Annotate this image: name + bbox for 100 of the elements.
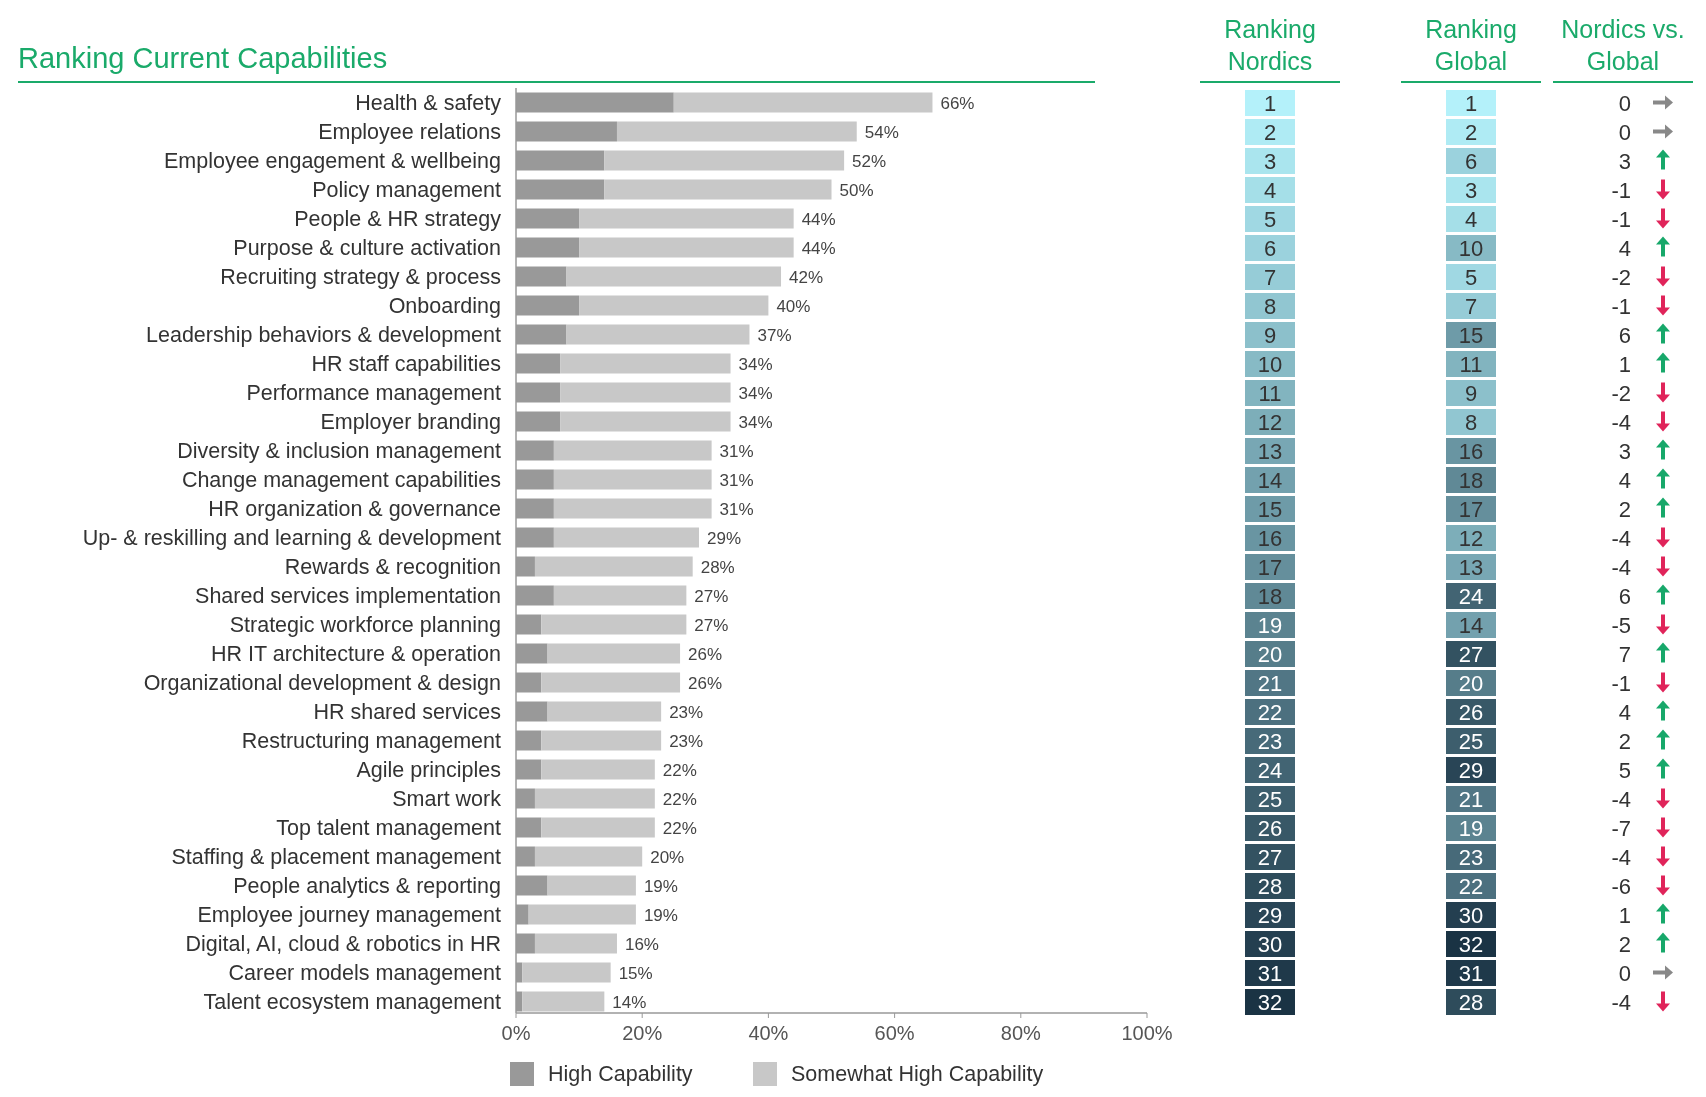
data-label: 30: [1257, 931, 1283, 957]
y-tick-label: Shared services implementation: [195, 583, 501, 608]
y-tick-label: Restructuring management: [241, 728, 502, 753]
text: -2: [1611, 380, 1631, 406]
text: -1: [1611, 177, 1631, 203]
data-label: 25: [1257, 786, 1283, 812]
data-label: 13: [1458, 554, 1484, 580]
bar: [673, 92, 933, 113]
total-label: 22%: [662, 818, 697, 838]
text: -1: [1611, 293, 1631, 319]
text: 3: [1618, 438, 1631, 464]
y-tick-label: Policy management: [312, 177, 502, 202]
legend-label: Somewhat High Capability: [791, 1062, 1044, 1086]
data-label: 8: [1464, 409, 1478, 435]
bar: [553, 440, 712, 461]
y-tick-label: Employer branding: [320, 409, 501, 434]
data-label: 12: [1458, 525, 1484, 551]
data-label: 7: [1464, 293, 1478, 319]
data-label: 32: [1257, 989, 1283, 1015]
y-tick-label: Change management capabilities: [181, 467, 501, 492]
data-label: 15: [1458, 322, 1484, 348]
bar: [579, 237, 794, 258]
data-label: 22: [1458, 873, 1484, 899]
text: -1: [1611, 206, 1631, 232]
text: 1: [1618, 351, 1631, 377]
y-tick-label: Health & safety: [355, 90, 502, 115]
data-label: 14: [1458, 612, 1484, 638]
data-label: 4: [1263, 177, 1277, 203]
total-label: 44%: [801, 209, 836, 229]
bar: [547, 701, 662, 722]
total-label: 16%: [624, 934, 659, 954]
total-label: 28%: [700, 557, 735, 577]
data-label: 24: [1257, 757, 1283, 783]
data-label: 12: [1257, 409, 1283, 435]
data-label: 29: [1257, 902, 1283, 928]
data-label: 11: [1459, 351, 1483, 377]
data-label: 28: [1257, 873, 1283, 899]
bar: [547, 875, 636, 896]
data-label: 18: [1257, 583, 1283, 609]
text: -5: [1611, 612, 1631, 638]
data-label: 2: [1263, 119, 1277, 145]
text: 0: [1618, 119, 1631, 145]
data-label: 26: [1458, 699, 1484, 725]
bar: [522, 962, 611, 983]
data-label: 13: [1257, 438, 1283, 464]
y-tick-label: Digital, AI, cloud & robotics in HR: [185, 931, 501, 956]
bar: [604, 179, 832, 200]
bar: [541, 817, 655, 838]
total-label: 22%: [662, 789, 697, 809]
bar: [553, 498, 712, 519]
text: -4: [1611, 786, 1631, 812]
text: -4: [1611, 409, 1631, 435]
y-tick-label: Career models management: [228, 960, 502, 985]
text: 0: [1618, 960, 1631, 986]
bar: [566, 324, 750, 345]
text: -4: [1611, 989, 1631, 1015]
text: 6: [1618, 583, 1631, 609]
data-label: 21: [1458, 786, 1484, 812]
legend-label: High Capability: [548, 1062, 693, 1086]
bar: [553, 585, 687, 606]
y-tick-label: Employee relations: [318, 119, 501, 144]
data-label: 1: [1464, 90, 1478, 116]
data-label: 28: [1458, 989, 1484, 1015]
text: 1: [1618, 902, 1631, 928]
y-tick-label: Diversity & inclusion management: [177, 438, 502, 463]
total-label: 23%: [669, 731, 704, 751]
data-label: 31: [1458, 960, 1484, 986]
data-label: 8: [1263, 293, 1277, 319]
data-label: 19: [1458, 815, 1484, 841]
y-tick-label: Agile principles: [356, 757, 501, 782]
bar: [560, 353, 731, 374]
y-tick-label: Staffing & placement management: [171, 844, 502, 869]
data-label: 26: [1257, 815, 1283, 841]
data-label: 5: [1263, 206, 1277, 232]
total-label: 50%: [839, 180, 874, 200]
data-label: 18: [1458, 467, 1484, 493]
y-tick-label: People analytics & reporting: [233, 873, 501, 898]
x-tick-label: 20%: [622, 1022, 663, 1044]
total-label: 26%: [688, 673, 723, 693]
text: -7: [1611, 815, 1631, 841]
data-label: 16: [1257, 525, 1283, 551]
total-label: 44%: [801, 238, 836, 258]
y-tick-label: HR IT architecture & operation: [211, 641, 501, 666]
y-tick-label: Rewards & recognition: [284, 554, 501, 579]
total-label: 40%: [776, 296, 811, 316]
total-label: 20%: [650, 847, 685, 867]
total-label: 31%: [719, 470, 754, 490]
text: -4: [1611, 525, 1631, 551]
data-label: 10: [1458, 235, 1484, 261]
text: -6: [1611, 873, 1631, 899]
y-tick-label: People & HR strategy: [294, 206, 502, 231]
x-tick-label: 100%: [1121, 1022, 1173, 1044]
bar: [579, 208, 794, 229]
y-tick-label: Up- & reskilling and learning & development: [82, 525, 502, 550]
text: -1: [1611, 670, 1631, 696]
text: 4: [1618, 235, 1631, 261]
bar: [560, 382, 731, 403]
data-label: 22: [1257, 699, 1283, 725]
bar: [616, 121, 857, 142]
text: 4: [1618, 467, 1631, 493]
